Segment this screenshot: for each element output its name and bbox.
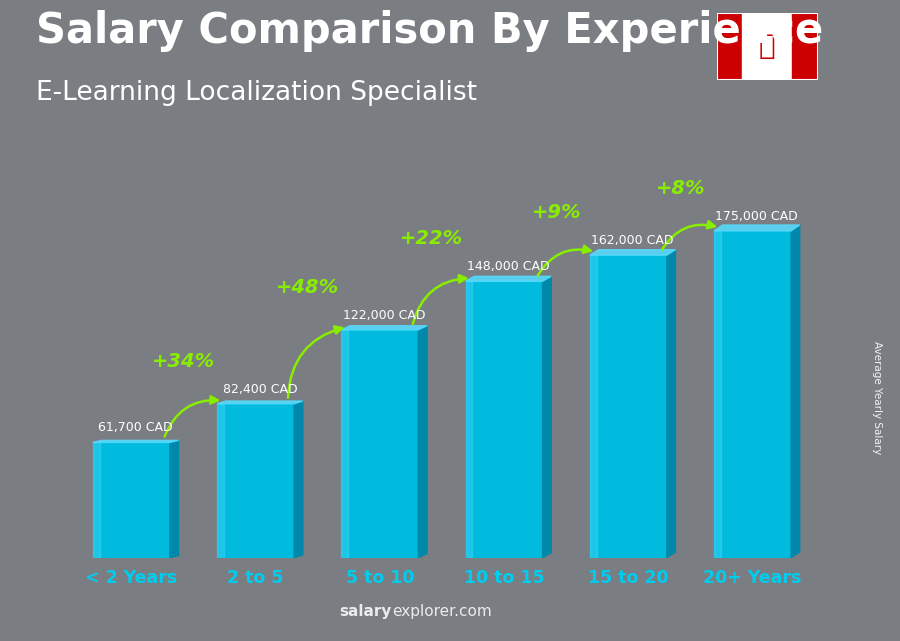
Text: +34%: +34% (152, 352, 215, 371)
Polygon shape (341, 326, 427, 330)
Text: 🍁: 🍁 (759, 33, 776, 60)
Bar (742, 13, 793, 80)
FancyBboxPatch shape (465, 281, 543, 558)
Polygon shape (217, 404, 224, 558)
Polygon shape (93, 440, 178, 442)
Polygon shape (543, 276, 552, 558)
Text: +22%: +22% (400, 229, 464, 248)
Text: 162,000 CAD: 162,000 CAD (591, 234, 674, 247)
Polygon shape (418, 326, 427, 558)
Polygon shape (590, 255, 597, 558)
Text: +48%: +48% (276, 278, 339, 297)
Polygon shape (714, 231, 721, 558)
Polygon shape (341, 330, 348, 558)
Polygon shape (465, 281, 472, 558)
Text: Average Yearly Salary: Average Yearly Salary (872, 341, 883, 454)
Text: 148,000 CAD: 148,000 CAD (467, 260, 550, 273)
Polygon shape (465, 276, 552, 281)
Text: +8%: +8% (656, 179, 706, 198)
Text: 175,000 CAD: 175,000 CAD (716, 210, 798, 222)
FancyBboxPatch shape (590, 255, 667, 558)
Text: 61,700 CAD: 61,700 CAD (98, 421, 173, 435)
Text: +9%: +9% (532, 203, 581, 222)
Bar (716, 13, 742, 80)
FancyBboxPatch shape (93, 442, 170, 558)
Text: Salary Comparison By Experience: Salary Comparison By Experience (36, 10, 824, 52)
Polygon shape (93, 442, 100, 558)
FancyBboxPatch shape (217, 404, 294, 558)
Polygon shape (667, 250, 676, 558)
Polygon shape (714, 225, 800, 231)
Text: salary: salary (339, 604, 392, 619)
FancyBboxPatch shape (341, 330, 419, 558)
Text: explorer.com: explorer.com (392, 604, 492, 619)
Text: E-Learning Localization Specialist: E-Learning Localization Specialist (36, 80, 477, 106)
FancyBboxPatch shape (714, 231, 791, 558)
Polygon shape (217, 401, 302, 404)
Text: 82,400 CAD: 82,400 CAD (222, 383, 297, 395)
Polygon shape (791, 225, 800, 558)
Polygon shape (294, 401, 302, 558)
Polygon shape (590, 250, 676, 255)
Text: 122,000 CAD: 122,000 CAD (343, 309, 426, 322)
Bar (793, 13, 818, 80)
Polygon shape (170, 440, 178, 558)
